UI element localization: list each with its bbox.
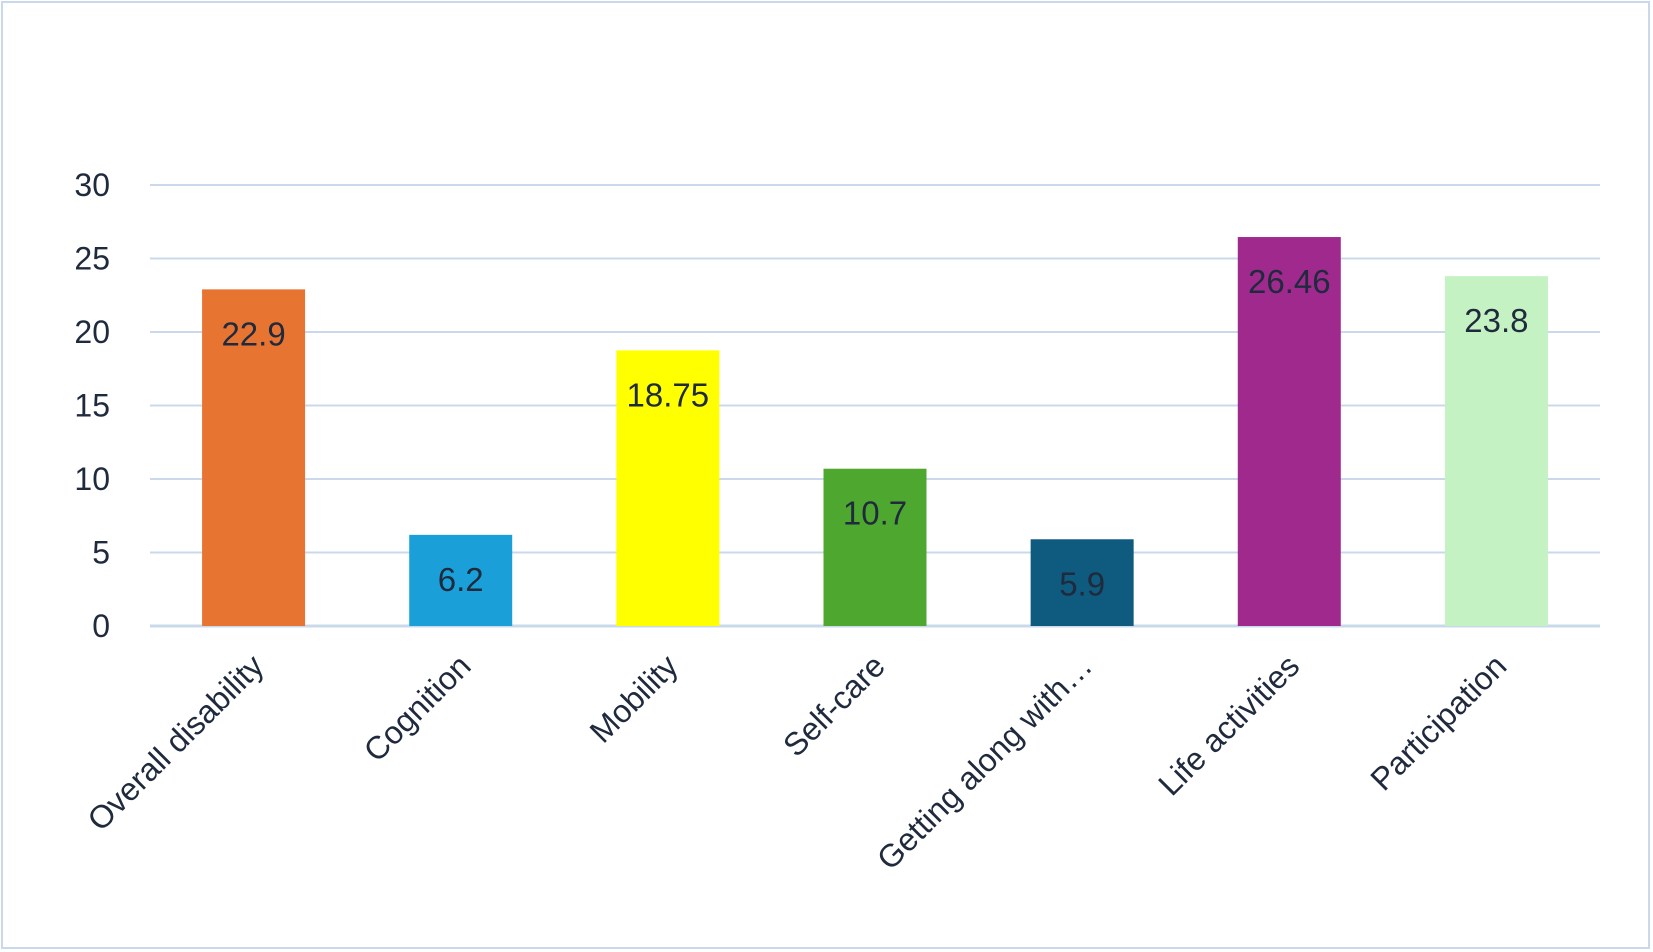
y-tick-label: 30	[74, 167, 110, 203]
y-axis: 0 5 10 15 20 25 30	[74, 167, 110, 644]
y-tick-label: 15	[74, 388, 110, 424]
bar	[1030, 539, 1134, 626]
data-label: 26.46	[1248, 263, 1331, 300]
x-tick-label: Participation	[1363, 647, 1513, 797]
bar	[409, 534, 513, 626]
data-label: 10.7	[843, 495, 907, 532]
y-tick-label: 10	[74, 461, 110, 497]
data-label: 22.9	[221, 315, 285, 352]
bar	[823, 468, 927, 626]
y-tick-label: 0	[92, 608, 110, 644]
x-tick-label: Cognition	[357, 647, 478, 768]
bars	[202, 237, 1548, 626]
bar	[1444, 276, 1548, 626]
y-tick-label: 20	[74, 314, 110, 350]
x-tick-label: Life activities	[1151, 647, 1306, 802]
data-label: 5.9	[1059, 565, 1105, 602]
data-label: 18.75	[627, 376, 710, 413]
x-tick-label: Mobility	[583, 647, 685, 749]
x-axis: Overall disability Cognition Mobility Self-…	[80, 647, 1513, 876]
gridlines	[150, 184, 1600, 628]
bar	[1237, 237, 1341, 626]
data-labels: 22.9 6.2 18.75 10.7 5.9 26.46 23.8	[221, 263, 1528, 602]
data-label: 6.2	[438, 561, 484, 598]
x-tick-label: Self-care	[776, 647, 892, 763]
y-tick-label: 5	[92, 535, 110, 571]
x-tick-label: Overall disability	[80, 647, 270, 837]
bar	[616, 350, 720, 626]
x-tick-label: Getting along with…	[870, 647, 1099, 876]
bar	[202, 289, 306, 626]
y-tick-label: 25	[74, 241, 110, 277]
data-label: 23.8	[1464, 302, 1528, 339]
